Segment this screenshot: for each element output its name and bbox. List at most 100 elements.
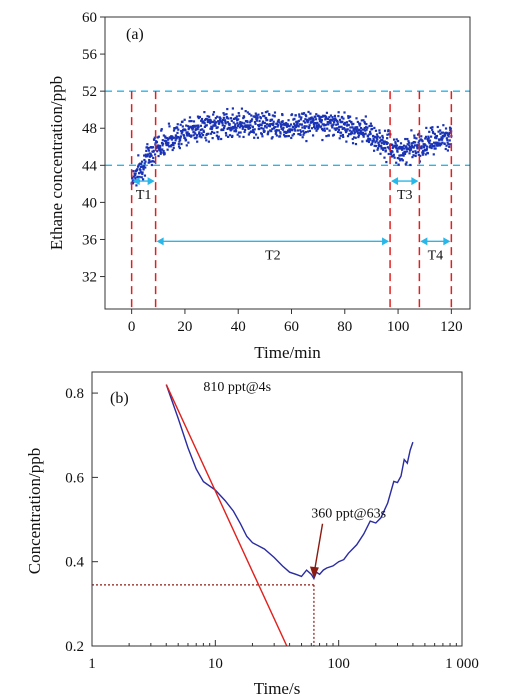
data-point (264, 111, 268, 114)
data-point (146, 153, 149, 156)
data-point (305, 125, 308, 128)
data-point (313, 124, 316, 127)
data-point (445, 137, 448, 140)
data-point (221, 124, 224, 127)
period-arrowhead (382, 237, 390, 246)
data-point (218, 118, 222, 122)
data-point (346, 128, 349, 131)
data-point (275, 134, 278, 137)
data-point (265, 123, 269, 126)
data-point (377, 143, 380, 147)
data-point (302, 112, 306, 115)
data-point (404, 137, 407, 141)
data-point (309, 112, 312, 115)
data-point (268, 125, 272, 128)
data-point (325, 117, 328, 120)
data-point (442, 124, 445, 127)
data-point (225, 113, 228, 116)
data-point (380, 147, 383, 150)
data-point (417, 153, 420, 156)
data-point (152, 156, 155, 160)
data-point (193, 125, 197, 128)
y-tick-label: 0.4 (65, 555, 84, 571)
y-tick-label: 40 (82, 195, 97, 211)
data-point (267, 130, 270, 133)
data-point (281, 120, 284, 123)
data-point (387, 129, 390, 132)
data-point (215, 121, 218, 124)
data-point (385, 160, 388, 164)
data-point (232, 127, 235, 130)
data-point (172, 144, 175, 147)
data-point (440, 138, 444, 141)
data-point (317, 123, 320, 126)
data-point (140, 162, 143, 165)
period-arrowhead (156, 237, 164, 246)
data-point (215, 134, 218, 137)
data-point (265, 126, 268, 129)
data-point (196, 128, 199, 131)
data-point (381, 139, 384, 142)
data-point (177, 128, 180, 131)
data-point (400, 148, 404, 151)
data-point (375, 133, 379, 136)
data-point (251, 126, 254, 129)
data-point (379, 152, 382, 155)
data-point (184, 137, 187, 140)
data-point (202, 129, 205, 132)
data-point (205, 132, 209, 136)
data-point (424, 135, 428, 138)
data-point (155, 147, 158, 150)
data-point (295, 123, 298, 126)
data-point (188, 126, 191, 130)
data-point (160, 128, 163, 131)
data-point (235, 126, 238, 129)
data-point (222, 126, 226, 130)
data-point (236, 124, 240, 128)
data-point (167, 137, 170, 140)
data-point (150, 163, 153, 167)
data-point (446, 138, 449, 142)
data-point (137, 154, 140, 157)
data-point (234, 123, 237, 126)
data-point (181, 120, 184, 123)
data-point (359, 129, 362, 132)
panel-label: (b) (110, 390, 129, 407)
data-point (396, 157, 399, 160)
data-point (386, 133, 389, 136)
data-point (259, 117, 262, 120)
data-point (274, 131, 278, 134)
data-point (310, 116, 313, 119)
data-point (358, 128, 361, 131)
data-point (141, 178, 145, 181)
data-point (336, 127, 339, 130)
data-point (298, 113, 301, 116)
data-point (263, 130, 266, 133)
data-point (196, 140, 199, 143)
data-point (307, 119, 310, 122)
reference-lines (105, 90, 470, 167)
data-point (271, 136, 274, 139)
data-point (282, 133, 286, 136)
data-point (376, 147, 380, 150)
data-point (341, 120, 344, 123)
data-point (279, 132, 282, 135)
data-point (288, 125, 291, 128)
data-point (200, 136, 203, 139)
data-point (161, 139, 164, 142)
data-point (411, 150, 415, 153)
data-point (151, 160, 154, 163)
data-point (394, 141, 397, 144)
data-point (221, 118, 225, 122)
data-point (234, 130, 238, 133)
data-point (155, 141, 159, 144)
data-point (263, 114, 266, 118)
data-point (394, 146, 398, 149)
data-point (250, 118, 254, 121)
data-point (299, 133, 302, 137)
data-point (145, 146, 149, 149)
data-point (280, 123, 283, 127)
data-point (429, 126, 432, 129)
data-point (401, 145, 404, 149)
data-point (296, 121, 299, 125)
